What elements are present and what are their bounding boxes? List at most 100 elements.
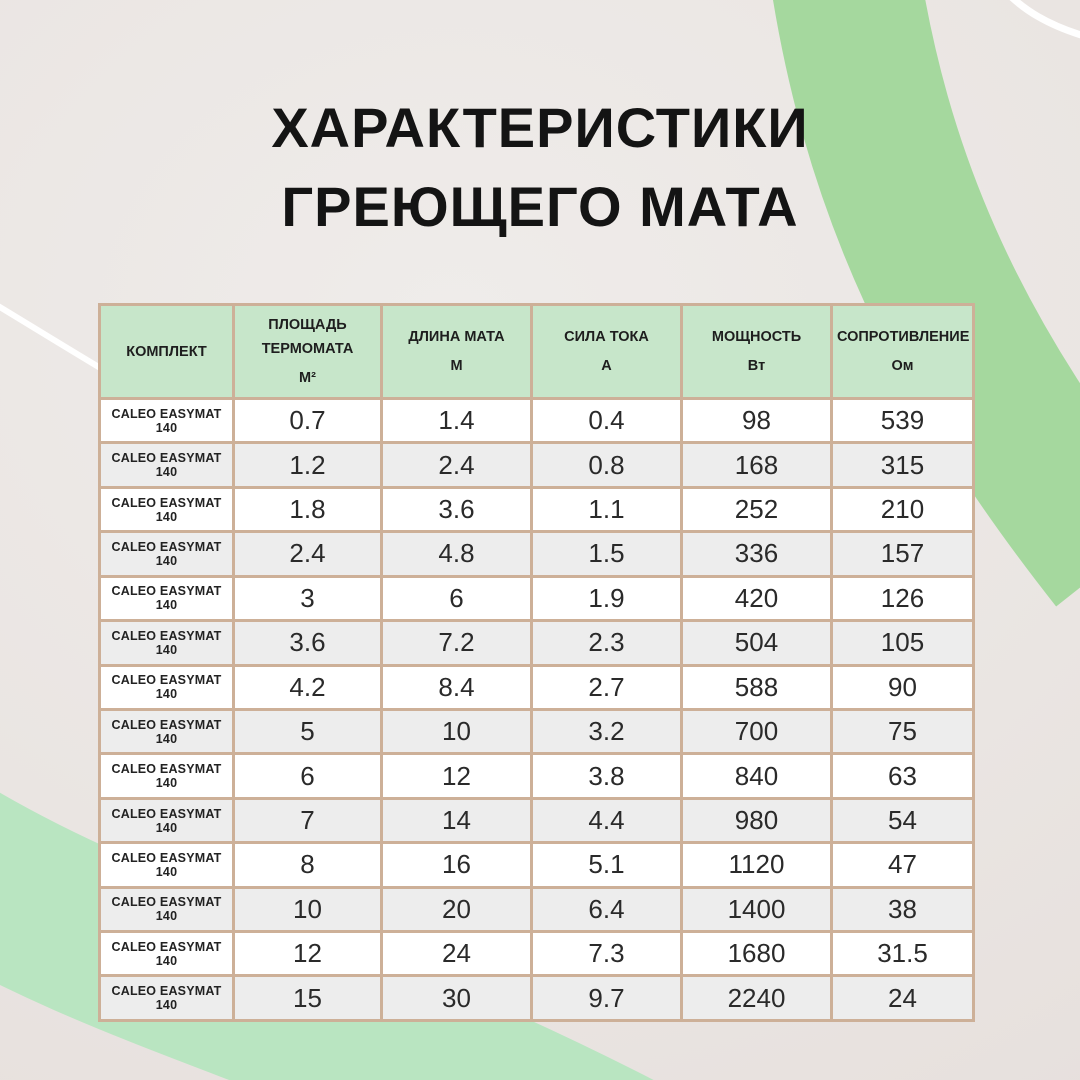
cell-kit-name: CALEO EASYMAT 140 xyxy=(98,619,235,667)
cell-value: 4.4 xyxy=(530,796,683,845)
cell-value: 0.7 xyxy=(232,396,383,445)
cell-kit-name: CALEO EASYMAT 140 xyxy=(98,396,235,445)
cell-value: 1.8 xyxy=(232,485,383,534)
table-row: CALEO EASYMAT 140 12 24 7.3 1680 31.5 xyxy=(98,930,975,978)
cell-value: 3.6 xyxy=(232,619,383,667)
cell-value: 1400 xyxy=(680,885,833,934)
cell-value: 4.8 xyxy=(380,530,533,578)
cell-value: 1.2 xyxy=(232,441,383,489)
cell-value: 0.4 xyxy=(530,396,683,445)
cell-kit-name: CALEO EASYMAT 140 xyxy=(98,796,235,845)
cell-value: 10 xyxy=(232,885,383,934)
cell-value: 8.4 xyxy=(380,663,533,711)
column-header-label: ПЛОЩАДЬ ТЕРМОМАТА xyxy=(261,317,354,357)
cell-value: 588 xyxy=(680,663,833,711)
cell-kit-name: CALEO EASYMAT 140 xyxy=(98,707,235,756)
cell-value: 12 xyxy=(380,752,533,800)
table-row: CALEO EASYMAT 140 3 6 1.9 420 126 xyxy=(98,574,975,623)
table-row: CALEO EASYMAT 140 4.2 8.4 2.7 588 90 xyxy=(98,663,975,711)
cell-kit-name: CALEO EASYMAT 140 xyxy=(98,752,235,800)
table-row: CALEO EASYMAT 140 1.2 2.4 0.8 168 315 xyxy=(98,441,975,489)
table-header: КОМПЛЕКТ ПЛОЩАДЬ ТЕРМОМАТА М² ДЛИНА МАТА… xyxy=(98,303,975,400)
cell-value: 63 xyxy=(830,752,975,800)
cell-value: 504 xyxy=(680,619,833,667)
cell-value: 5 xyxy=(232,707,383,756)
table-row: CALEO EASYMAT 140 10 20 6.4 1400 38 xyxy=(98,885,975,934)
cell-kit-name: CALEO EASYMAT 140 xyxy=(98,574,235,623)
cell-kit-name: CALEO EASYMAT 140 xyxy=(98,441,235,489)
cell-value: 6 xyxy=(232,752,383,800)
cell-value: 24 xyxy=(380,930,533,978)
table-row: CALEO EASYMAT 140 3.6 7.2 2.3 504 105 xyxy=(98,619,975,667)
cell-value: 420 xyxy=(680,574,833,623)
column-header-current: СИЛА ТОКА А xyxy=(530,303,683,400)
table-row: CALEO EASYMAT 140 15 30 9.7 2240 24 xyxy=(98,974,975,1022)
cell-value: 539 xyxy=(830,396,975,445)
cell-kit-name: CALEO EASYMAT 140 xyxy=(98,974,235,1022)
column-header-length: ДЛИНА МАТА М xyxy=(380,303,533,400)
cell-kit-name: CALEO EASYMAT 140 xyxy=(98,663,235,711)
cell-value: 20 xyxy=(380,885,533,934)
column-header-kit: КОМПЛЕКТ xyxy=(98,303,235,400)
cell-value: 168 xyxy=(680,441,833,489)
cell-value: 12 xyxy=(232,930,383,978)
column-header-label: СОПРОТИВЛЕНИЕ xyxy=(837,329,970,345)
column-header-unit: М xyxy=(450,358,463,374)
cell-value: 126 xyxy=(830,574,975,623)
column-header-unit: М² xyxy=(299,370,316,386)
cell-kit-name: CALEO EASYMAT 140 xyxy=(98,530,235,578)
cell-value: 0.8 xyxy=(530,441,683,489)
table-row: CALEO EASYMAT 140 8 16 5.1 1120 47 xyxy=(98,841,975,889)
cell-value: 75 xyxy=(830,707,975,756)
cell-value: 6.4 xyxy=(530,885,683,934)
header-row: КОМПЛЕКТ ПЛОЩАДЬ ТЕРМОМАТА М² ДЛИНА МАТА… xyxy=(98,303,975,400)
cell-value: 3 xyxy=(232,574,383,623)
column-header-area: ПЛОЩАДЬ ТЕРМОМАТА М² xyxy=(232,303,383,400)
cell-kit-name: CALEO EASYMAT 140 xyxy=(98,841,235,889)
cell-value: 252 xyxy=(680,485,833,534)
cell-value: 7.2 xyxy=(380,619,533,667)
column-header-label: ДЛИНА МАТА xyxy=(408,329,505,345)
cell-value: 2.7 xyxy=(530,663,683,711)
white-arc-top-right xyxy=(1009,0,1080,39)
cell-value: 3.6 xyxy=(380,485,533,534)
cell-value: 336 xyxy=(680,530,833,578)
cell-value: 1.1 xyxy=(530,485,683,534)
cell-value: 210 xyxy=(830,485,975,534)
table-row: CALEO EASYMAT 140 1.8 3.6 1.1 252 210 xyxy=(98,485,975,534)
cell-value: 105 xyxy=(830,619,975,667)
cell-value: 2240 xyxy=(680,974,833,1022)
title-line-2: ГРЕЮЩЕГО МАТА xyxy=(281,175,799,238)
cell-value: 98 xyxy=(680,396,833,445)
cell-value: 3.8 xyxy=(530,752,683,800)
table-row: CALEO EASYMAT 140 2.4 4.8 1.5 336 157 xyxy=(98,530,975,578)
column-header-unit: Ом xyxy=(891,358,914,374)
column-header-label: КОМПЛЕКТ xyxy=(126,343,207,360)
column-header-label: СИЛА ТОКА xyxy=(564,329,649,345)
cell-value: 1.4 xyxy=(380,396,533,445)
cell-value: 5.1 xyxy=(530,841,683,889)
spec-table: КОМПЛЕКТ ПЛОЩАДЬ ТЕРМОМАТА М² ДЛИНА МАТА… xyxy=(98,303,975,1022)
cell-value: 90 xyxy=(830,663,975,711)
cell-value: 1.9 xyxy=(530,574,683,623)
cell-value: 7 xyxy=(232,796,383,845)
cell-value: 3.2 xyxy=(530,707,683,756)
cell-value: 980 xyxy=(680,796,833,845)
cell-kit-name: CALEO EASYMAT 140 xyxy=(98,930,235,978)
cell-value: 840 xyxy=(680,752,833,800)
cell-value: 30 xyxy=(380,974,533,1022)
cell-value: 9.7 xyxy=(530,974,683,1022)
cell-value: 24 xyxy=(830,974,975,1022)
cell-value: 4.2 xyxy=(232,663,383,711)
cell-value: 10 xyxy=(380,707,533,756)
column-header-resistance: СОПРОТИВЛЕНИЕ Ом xyxy=(830,303,975,400)
cell-value: 315 xyxy=(830,441,975,489)
cell-value: 2.4 xyxy=(380,441,533,489)
table-row: CALEO EASYMAT 140 0.7 1.4 0.4 98 539 xyxy=(98,396,975,445)
cell-value: 38 xyxy=(830,885,975,934)
cell-kit-name: CALEO EASYMAT 140 xyxy=(98,885,235,934)
cell-value: 54 xyxy=(830,796,975,845)
title-line-1: ХАРАКТЕРИСТИКИ xyxy=(271,96,809,159)
cell-value: 14 xyxy=(380,796,533,845)
